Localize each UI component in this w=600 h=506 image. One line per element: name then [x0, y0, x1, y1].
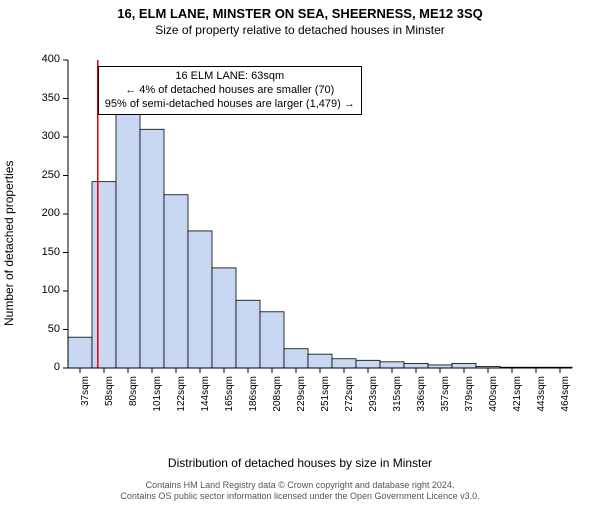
histogram-bar	[308, 354, 332, 368]
histogram-bar	[260, 312, 284, 368]
histogram-bar	[140, 129, 164, 368]
histogram-bar	[188, 231, 212, 368]
x-tick-label: 186sqm	[248, 376, 259, 416]
x-tick-label: 165sqm	[224, 376, 235, 416]
histogram-bar	[380, 362, 404, 368]
histogram-bar	[284, 349, 308, 368]
x-tick-label: 464sqm	[560, 376, 571, 416]
x-tick-label: 400sqm	[488, 376, 499, 416]
footer-attribution: Contains HM Land Registry data © Crown c…	[0, 480, 600, 502]
y-tick-label: 50	[30, 323, 60, 335]
y-tick-label: 150	[30, 246, 60, 258]
histogram-bar	[332, 359, 356, 368]
x-tick-label: 421sqm	[512, 376, 523, 416]
x-tick-label: 336sqm	[416, 376, 427, 416]
y-tick-label: 200	[30, 207, 60, 219]
info-line-3: 95% of semi-detached houses are larger (…	[105, 98, 355, 112]
y-tick-label: 350	[30, 92, 60, 104]
histogram-bar	[356, 360, 380, 368]
x-tick-label: 293sqm	[368, 376, 379, 416]
x-tick-label: 58sqm	[104, 376, 115, 416]
y-tick-label: 250	[30, 169, 60, 181]
info-line-2: ← 4% of detached houses are smaller (70)	[105, 84, 355, 98]
x-tick-label: 101sqm	[152, 376, 163, 416]
x-tick-label: 229sqm	[296, 376, 307, 416]
x-tick-label: 315sqm	[392, 376, 403, 416]
y-axis-label: Number of detached properties	[2, 161, 16, 326]
histogram-bar	[92, 182, 116, 368]
y-tick-label: 0	[30, 361, 60, 373]
x-tick-label: 37sqm	[80, 376, 91, 416]
x-axis-label: Distribution of detached houses by size …	[0, 456, 600, 470]
histogram-bar	[236, 300, 260, 368]
histogram-bar	[212, 268, 236, 368]
x-tick-label: 251sqm	[320, 376, 331, 416]
x-tick-label: 80sqm	[128, 376, 139, 416]
x-tick-label: 144sqm	[200, 376, 211, 416]
footer-line-1: Contains HM Land Registry data © Crown c…	[0, 480, 600, 491]
page-title: 16, ELM LANE, MINSTER ON SEA, SHEERNESS,…	[0, 6, 600, 21]
y-tick-label: 300	[30, 130, 60, 142]
x-tick-label: 443sqm	[536, 376, 547, 416]
x-tick-label: 357sqm	[440, 376, 451, 416]
x-tick-label: 122sqm	[176, 376, 187, 416]
histogram-bar	[116, 97, 140, 368]
histogram-bar	[68, 337, 92, 368]
info-line-1: 16 ELM LANE: 63sqm	[105, 70, 355, 84]
page-subtitle: Size of property relative to detached ho…	[0, 23, 600, 37]
chart-area: 050100150200250300350400 37sqm58sqm80sqm…	[58, 54, 578, 424]
x-tick-label: 272sqm	[344, 376, 355, 416]
histogram-bar	[404, 363, 428, 368]
histogram-bar	[164, 195, 188, 368]
x-tick-label: 208sqm	[272, 376, 283, 416]
histogram-bar	[452, 363, 476, 368]
y-tick-label: 100	[30, 284, 60, 296]
info-box: 16 ELM LANE: 63sqm ← 4% of detached hous…	[98, 66, 362, 115]
y-tick-label: 400	[30, 53, 60, 65]
footer-line-2: Contains OS public sector information li…	[0, 491, 600, 502]
x-tick-label: 379sqm	[464, 376, 475, 416]
